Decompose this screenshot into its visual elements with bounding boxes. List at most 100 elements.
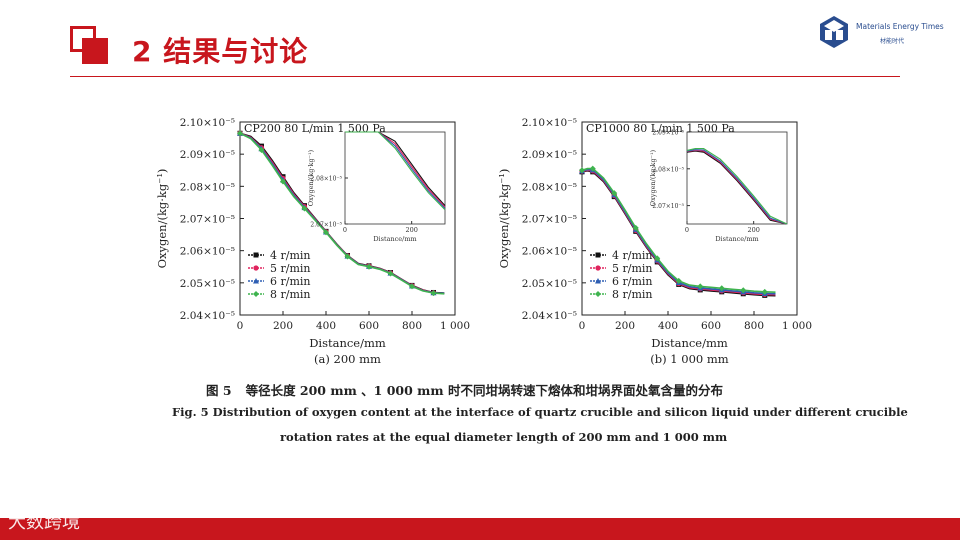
chart1-point <box>409 283 415 290</box>
chart1-inset-series-4 <box>345 131 446 211</box>
footer-bar <box>0 518 960 540</box>
chart2-subtitle: (b) 1 000 mm <box>650 352 728 366</box>
cube-logo-icon <box>820 16 848 48</box>
chart2-point <box>589 165 596 172</box>
chart2-x-tick-label: 200 <box>615 320 635 332</box>
chart1-inset-y-tick-label: 2.08×10⁻⁵ <box>310 176 342 183</box>
chart1-legend-marker <box>253 265 259 271</box>
chart2-point <box>611 190 618 197</box>
chart1-legend-label: 8 r/min <box>270 288 311 301</box>
chart2-x-tick-label: 800 <box>744 320 764 332</box>
chart2-legend-label: 6 r/min <box>612 275 653 288</box>
chart1-x-tick-label: 800 <box>402 320 422 332</box>
chart2-x-tick-label: 600 <box>701 320 721 332</box>
caption-cn-fig: 图 5 <box>206 383 232 398</box>
brand-subtitle: 材能时代 <box>880 38 905 45</box>
chart1-x-axis-label: Distance/mm <box>309 336 386 350</box>
chart2-point <box>579 167 585 174</box>
figure-area: CP200 80 L/min 1 500 Pa 2.04×10⁻⁵ 2.05×10⁻… <box>150 110 830 460</box>
chart1-legend-marker <box>253 252 259 258</box>
chart2-inset-x-tick-label: 200 <box>747 226 759 234</box>
footer-watermark: 大数跨境 <box>8 512 80 533</box>
chart1-x-tick-label: 400 <box>316 320 336 332</box>
chart2-y-tick-label: 2.06×10⁻⁵ <box>522 246 577 258</box>
chart1-y-tick-label: 2.06×10⁻⁵ <box>180 246 235 258</box>
chart2-x-tick-label: 0 <box>579 320 586 332</box>
chart2-inset-x-label: Distance/mm <box>715 235 758 243</box>
chart1-x-tick-label: 600 <box>359 320 379 332</box>
chart1-point <box>344 253 351 260</box>
chart1-point <box>387 270 394 277</box>
chart2-inset-series-1 <box>686 150 788 225</box>
chart1-point <box>301 205 308 212</box>
chart1-point <box>323 229 329 236</box>
chart1-legend-marker <box>253 291 259 297</box>
chart2-inset-y-tick-label: 2.09×10⁻⁵ <box>652 130 684 137</box>
chart1-y-tick-label: 2.08×10⁻⁵ <box>180 181 235 193</box>
chart2-y-tick-label: 2.09×10⁻⁵ <box>522 149 577 161</box>
chart1-inset-y-tick-label: 2.07×10⁻⁵ <box>310 222 342 229</box>
caption-chinese: 图 5 等径长度 200 mm 、1 000 mm 时不同坩埚转速下熔体和坩埚界面… <box>206 380 766 399</box>
chart1-point <box>237 130 243 137</box>
chart2-point <box>718 285 725 292</box>
chart2-legend-marker <box>595 278 601 284</box>
chart2-legend-label: 8 r/min <box>612 288 653 301</box>
chart2-inset-y-tick-label: 2.07×10⁻⁵ <box>652 203 684 210</box>
chart2-y-tick-label: 2.10×10⁻⁵ <box>522 117 577 129</box>
chart2-inset-series-2 <box>686 149 788 225</box>
chart2-y-tick-label: 2.05×10⁻⁵ <box>522 278 577 290</box>
chart1-legend-label: 6 r/min <box>270 275 311 288</box>
chart2-inset-series-4 <box>686 148 788 225</box>
chart2-series-line-3 <box>581 168 776 295</box>
header-divider <box>70 76 900 77</box>
chart1-inset-frame <box>344 131 446 225</box>
chart1-y-axis-label: Oxygen/(kg·kg⁻¹) <box>155 169 169 269</box>
chart2-y-axis-label: Oxygen/(kg·kg⁻¹) <box>497 169 511 269</box>
brand-logo: Materials Energy Times 材能时代 <box>818 14 948 54</box>
chart2-point <box>697 283 704 290</box>
caption-cn-text: 等径长度 200 mm 、1 000 mm 时不同坩埚转速下熔体和坩埚界面处氧含… <box>245 383 723 398</box>
chart1-y-tick-label: 2.10×10⁻⁵ <box>180 117 235 129</box>
chart2-point <box>632 224 639 231</box>
chart2-y-tick-label: 2.07×10⁻⁵ <box>522 214 577 226</box>
chart1-subtitle: (a) 200 mm <box>314 352 381 366</box>
chart1-y-tick-label: 2.09×10⁻⁵ <box>180 149 235 161</box>
slide-header: 2 结果与讨论 <box>0 0 960 80</box>
chart2-x-tick-label: 1 000 <box>782 320 812 332</box>
chart2-x-axis-label: Distance/mm <box>651 336 728 350</box>
chart2-legend-marker <box>595 265 601 271</box>
chart1-inset-x-tick-label: 0 <box>343 226 347 234</box>
chart2-point <box>761 288 768 295</box>
chart1-inset-y-label: Oxygen/(kg·kg⁻¹) <box>307 149 315 206</box>
chart1-x-tick-label: 200 <box>273 320 293 332</box>
chart1-legend-marker <box>253 278 259 284</box>
chart1-x-tick-label: 0 <box>237 320 244 332</box>
chart1-y-tick-label: 2.04×10⁻⁵ <box>180 310 235 322</box>
caption-english-line2: rotation rates at the equal diameter len… <box>280 430 728 444</box>
chart2-y-tick-label: 2.08×10⁻⁵ <box>522 181 577 193</box>
chart1-x-tick-label: 1 000 <box>440 320 470 332</box>
chart1-y-tick-label: 2.05×10⁻⁵ <box>180 278 235 290</box>
chart2-point <box>675 277 682 284</box>
chart1-point <box>258 146 265 153</box>
chart1-point <box>280 178 286 185</box>
chart2-inset-x-tick-label: 0 <box>685 226 689 234</box>
chart1-inset-x-tick-label: 200 <box>405 226 417 234</box>
brand-name: Materials Energy Times <box>856 22 944 31</box>
figure-svg: CP200 80 L/min 1 500 Pa2.04×10⁻⁵2.05×10⁻… <box>155 117 812 366</box>
title-square-icon <box>70 26 110 66</box>
chart1-point <box>366 263 372 270</box>
chart2-x-tick-label: 400 <box>658 320 678 332</box>
page-title: 2 结果与讨论 <box>132 35 309 68</box>
chart2-point <box>740 287 747 294</box>
chart1-legend-label: 4 r/min <box>270 249 311 262</box>
chart1-inset-x-label: Distance/mm <box>373 235 416 243</box>
chart2-y-tick-label: 2.04×10⁻⁵ <box>522 310 577 322</box>
chart1-point <box>430 290 437 297</box>
caption-english-line1: Fig. 5 Distribution of oxygen content at… <box>172 405 908 419</box>
chart2-legend-marker <box>595 252 601 258</box>
chart2-legend-label: 4 r/min <box>612 249 653 262</box>
chart2-inset-series-3 <box>686 149 788 225</box>
chart1-legend-label: 5 r/min <box>270 262 311 275</box>
chart2-legend-marker <box>595 291 601 297</box>
